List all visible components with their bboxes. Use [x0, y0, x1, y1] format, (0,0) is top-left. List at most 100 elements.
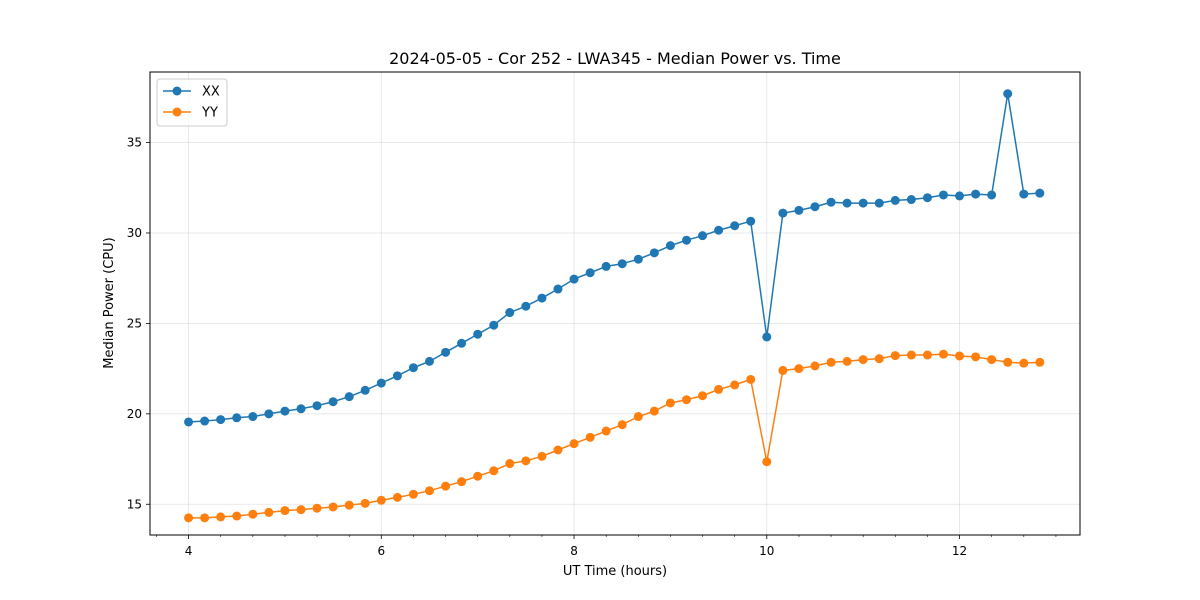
data-point-yy [392, 492, 402, 502]
data-point-yy [730, 380, 740, 390]
data-point-yy [1019, 358, 1029, 368]
data-point-xx [938, 190, 948, 200]
data-point-xx [216, 415, 226, 425]
legend-label-yy: YY [201, 106, 218, 121]
data-point-yy [521, 456, 531, 466]
data-point-xx [858, 198, 868, 208]
data-point-xx [922, 193, 932, 203]
data-point-xx [746, 216, 756, 226]
data-point-xx [698, 231, 708, 241]
data-point-xx [971, 189, 981, 199]
series-layer [184, 89, 1045, 523]
y-tick-label: 15 [127, 497, 142, 511]
x-tick-label: 4 [185, 544, 193, 558]
data-point-xx [296, 404, 306, 414]
data-point-yy [585, 432, 595, 442]
data-point-xx [424, 356, 434, 366]
data-point-xx [842, 198, 852, 208]
x-tick-label: 12 [952, 544, 967, 558]
data-point-xx [473, 329, 483, 339]
data-point-yy [810, 361, 820, 371]
y-axis-label: Median Power (CPU) [102, 237, 117, 368]
data-point-yy [280, 506, 290, 516]
plot-area [150, 72, 1080, 535]
data-point-xx [569, 274, 579, 284]
data-point-yy [714, 384, 724, 394]
data-point-yy [617, 420, 627, 430]
data-point-xx [248, 412, 258, 422]
data-point-xx [633, 254, 643, 264]
data-point-yy [794, 364, 804, 374]
data-point-xx [392, 371, 402, 381]
data-point-xx [441, 347, 451, 357]
data-point-yy [826, 357, 836, 367]
data-point-yy [232, 511, 242, 521]
data-point-yy [665, 398, 675, 408]
data-point-xx [810, 202, 820, 212]
data-point-xx [344, 392, 354, 402]
data-point-yy [938, 349, 948, 359]
data-point-yy [296, 505, 306, 515]
x-tick-label: 10 [759, 544, 774, 558]
data-point-yy [682, 395, 692, 405]
data-point-yy [874, 354, 884, 364]
data-point-xx [1003, 89, 1013, 99]
data-point-xx [232, 413, 242, 423]
data-point-xx [184, 417, 194, 427]
y-tick-label: 25 [127, 316, 142, 330]
data-point-yy [955, 351, 965, 361]
data-point-xx [1019, 189, 1029, 199]
data-point-xx [987, 190, 997, 200]
data-point-xx [762, 332, 772, 342]
data-point-yy [569, 439, 579, 449]
data-point-xx [457, 338, 467, 348]
data-point-yy [1003, 357, 1013, 367]
data-point-xx [794, 205, 804, 215]
x-tick-label: 8 [570, 544, 578, 558]
data-point-xx [617, 259, 627, 269]
y-tick-label: 30 [127, 226, 142, 240]
data-point-xx [489, 320, 499, 330]
data-point-yy [633, 412, 643, 422]
data-point-xx [682, 235, 692, 245]
data-point-xx [874, 198, 884, 208]
y-tick-label: 35 [127, 136, 142, 150]
data-point-xx [906, 195, 916, 205]
legend-marker-yy [172, 107, 182, 117]
data-point-yy [505, 459, 515, 469]
data-point-yy [184, 513, 194, 523]
data-point-xx [408, 363, 418, 373]
data-point-xx [826, 197, 836, 207]
legend-label-xx: XX [202, 85, 220, 100]
data-point-xx [730, 221, 740, 231]
data-point-yy [842, 356, 852, 366]
data-point-yy [922, 350, 932, 360]
data-point-yy [971, 352, 981, 362]
data-point-yy [762, 457, 772, 467]
data-point-xx [505, 308, 515, 318]
data-point-yy [328, 502, 338, 512]
data-point-yy [473, 471, 483, 481]
data-point-yy [216, 512, 226, 522]
data-point-yy [906, 350, 916, 360]
data-point-yy [264, 507, 274, 517]
data-point-yy [424, 486, 434, 496]
x-axis-ticks: 4 6 8 10 12 [156, 535, 1057, 558]
data-point-xx [376, 378, 386, 388]
y-tick-label: 20 [127, 407, 142, 421]
series-yy [184, 349, 1045, 523]
data-point-yy [200, 513, 210, 523]
data-point-xx [585, 268, 595, 278]
chart-title: 2024-05-05 - Cor 252 - LWA345 - Median P… [389, 49, 841, 68]
x-axis-label: UT Time (hours) [563, 564, 667, 579]
data-point-yy [601, 426, 611, 436]
data-point-yy [312, 503, 322, 513]
data-point-yy [489, 466, 499, 476]
data-point-xx [521, 301, 531, 311]
data-point-xx [890, 195, 900, 205]
data-point-xx [1035, 188, 1045, 198]
data-point-yy [537, 451, 547, 461]
x-tick-label: 6 [377, 544, 385, 558]
data-point-yy [778, 365, 788, 375]
data-point-yy [376, 495, 386, 505]
